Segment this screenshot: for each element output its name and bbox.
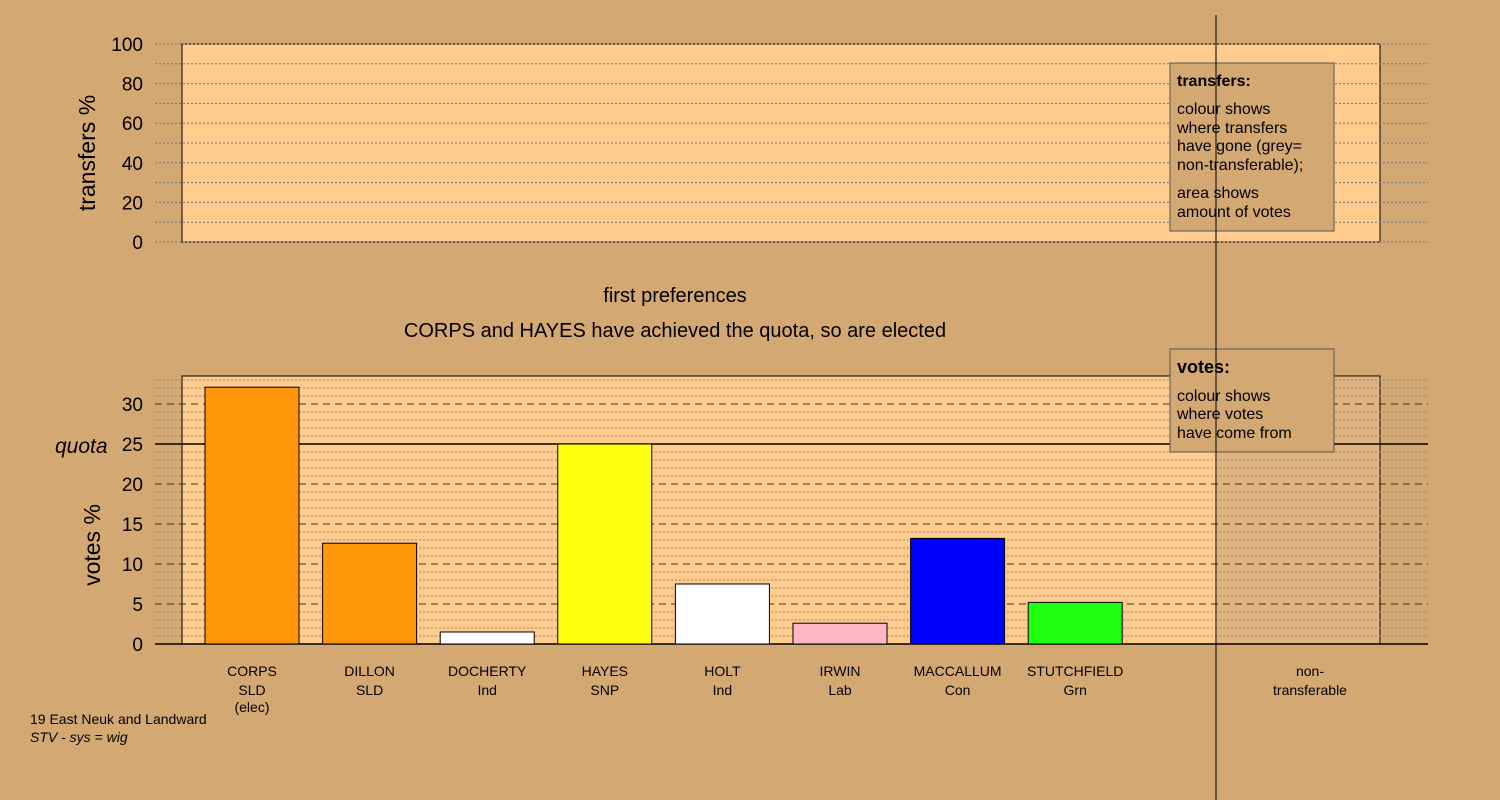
candidate-party: Lab: [828, 682, 852, 698]
votes-y-label: votes %: [79, 504, 105, 586]
candidate-name: DOCHERTY: [448, 663, 527, 679]
transfers-y-tick-label: 100: [111, 35, 143, 56]
candidate-name: STUTCHFIELD: [1027, 663, 1123, 679]
transfers-y-tick-label: 0: [132, 233, 143, 254]
votes-y-tick-label: 5: [132, 595, 143, 616]
candidate-labels: CORPSSLD(elec)DILLONSLDDOCHERTYIndHAYESS…: [227, 663, 1123, 715]
bar-irwin: [792, 622, 888, 645]
votes-y-tick-label: 10: [122, 555, 143, 576]
transfers-y-label: transfers %: [74, 95, 100, 211]
votes-y-axis: 0 5 10 15 20 25 30: [122, 395, 143, 656]
bar-maccallum: [910, 537, 1006, 645]
transfers-y-tick-label: 40: [122, 154, 143, 175]
candidate-name: IRWIN: [820, 663, 861, 679]
bar-dillon: [322, 542, 418, 645]
votes-y-tick-label: 25: [122, 435, 143, 456]
transfers-legend-line: where transfers: [1176, 120, 1287, 137]
votes-legend-line: where votes: [1176, 406, 1263, 423]
votes-legend-line: have come from: [1177, 425, 1292, 442]
bar-hayes: [557, 443, 653, 645]
votes-bars: [204, 386, 1123, 645]
votes-legend-line: colour shows: [1177, 388, 1270, 405]
votes-y-tick-label: 15: [122, 515, 143, 536]
candidate-party: Ind: [477, 682, 496, 698]
bar-corps: [204, 386, 300, 645]
nontransferable-label: non-: [1296, 663, 1324, 679]
bar-holt: [674, 583, 770, 645]
transfers-legend-title: transfers:: [1177, 73, 1251, 90]
transfers-y-tick-label: 20: [122, 193, 143, 214]
candidate-party: Grn: [1064, 682, 1087, 698]
transfers-legend-line: colour shows: [1177, 101, 1270, 118]
votes-y-tick-label: 20: [122, 475, 143, 496]
transfers-legend-line: area shows: [1177, 185, 1259, 202]
quota-label: quota: [55, 435, 108, 458]
transfers-legend-line: have gone (grey=: [1177, 138, 1302, 155]
votes-legend: votes: colour shows where votes have com…: [1169, 348, 1335, 453]
transfers-y-tick-label: 60: [122, 114, 143, 135]
transfers-legend-line: non-transferable);: [1177, 157, 1303, 174]
transfers-legend-line: amount of votes: [1177, 204, 1291, 221]
candidate-name: MACCALLUM: [914, 663, 1002, 679]
transfers-legend: transfers: colour shows where transfers …: [1169, 62, 1335, 232]
transfers-y-axis: 0 20 40 60 80 100: [111, 35, 143, 254]
bar-docherty: [439, 631, 535, 645]
votes-y-tick-label: 30: [122, 395, 143, 416]
transfers-y-tick-label: 80: [122, 75, 143, 96]
bar-stutchfield: [1027, 601, 1123, 645]
candidate-status: (elec): [234, 699, 269, 715]
candidate-party: Con: [945, 682, 971, 698]
stage-title: first preferences: [603, 285, 746, 307]
candidate-name: CORPS: [227, 663, 277, 679]
candidate-name: HAYES: [582, 663, 628, 679]
candidate-name: HOLT: [704, 663, 741, 679]
candidate-party: SLD: [238, 682, 265, 698]
footer-system: STV - sys = wig: [30, 729, 128, 745]
stage-message: CORPS and HAYES have achieved the quota,…: [404, 320, 946, 342]
nontransferable-label: transferable: [1273, 682, 1347, 698]
candidate-party: SNP: [590, 682, 619, 698]
candidate-party: SLD: [356, 682, 383, 698]
footer-constituency: 19 East Neuk and Landward: [30, 711, 207, 727]
candidate-party: Ind: [713, 682, 732, 698]
candidate-name: DILLON: [344, 663, 395, 679]
votes-y-tick-label: 0: [132, 635, 143, 656]
votes-legend-title: votes:: [1177, 357, 1230, 377]
